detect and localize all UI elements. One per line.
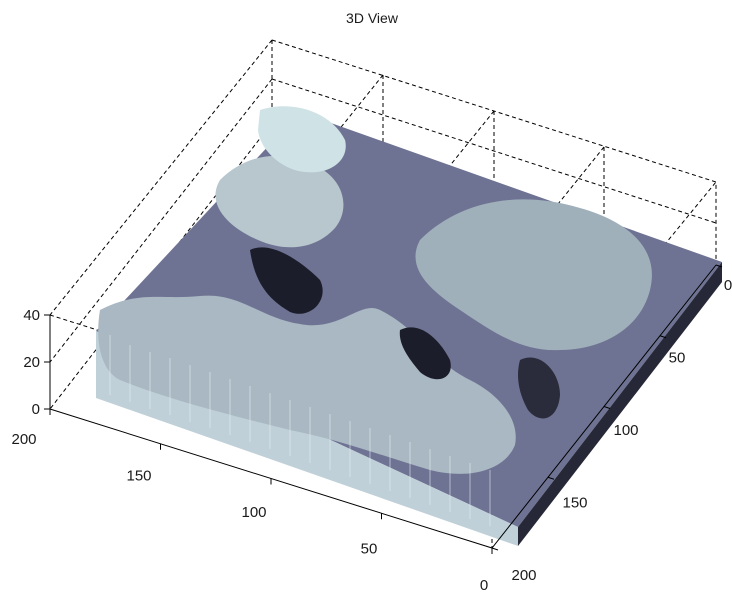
surface-trench-1	[250, 247, 323, 314]
axis-lines	[49, 264, 717, 549]
y-tick-label: 50	[669, 350, 686, 367]
tick-mark	[659, 335, 667, 339]
surface-right-wall	[518, 262, 722, 546]
y-tick-label: 100	[613, 422, 638, 439]
tick-marks	[44, 264, 723, 554]
tick-labels: 0 20 40 200 150 100 50 0 0 50 100 150 200	[11, 264, 732, 594]
chart-title: 3D View	[346, 10, 399, 26]
z-tick-label: 20	[23, 354, 40, 371]
box-back-top-right	[271, 39, 717, 265]
x-tick-label: 200	[11, 431, 36, 448]
y-tick-label: 150	[562, 495, 587, 512]
terrain-surface	[96, 106, 722, 546]
x-tick-label: 100	[241, 504, 266, 521]
surface-ring-region	[215, 155, 344, 248]
y-tick-label: 0	[724, 277, 732, 294]
x-tick-label: 50	[361, 541, 378, 558]
surface-trench-3	[517, 357, 560, 419]
tick-mark	[715, 264, 723, 268]
surface-peak-region	[258, 106, 346, 173]
x-tick-label: 150	[126, 468, 151, 485]
tick-mark	[603, 406, 611, 409]
z-tick-label: 0	[32, 401, 40, 418]
y-tick-label: 200	[511, 567, 536, 584]
tick-mark	[547, 476, 555, 480]
x-tick-label: 0	[480, 577, 488, 594]
surface-texture	[109, 335, 491, 526]
z-tick-label: 40	[23, 307, 40, 324]
surface-trench-2	[399, 327, 451, 380]
tick-mark	[491, 547, 499, 551]
box-gridline-z20	[49, 78, 717, 363]
surface-upper-region	[415, 199, 652, 351]
box-back-bottom-left	[49, 122, 273, 410]
